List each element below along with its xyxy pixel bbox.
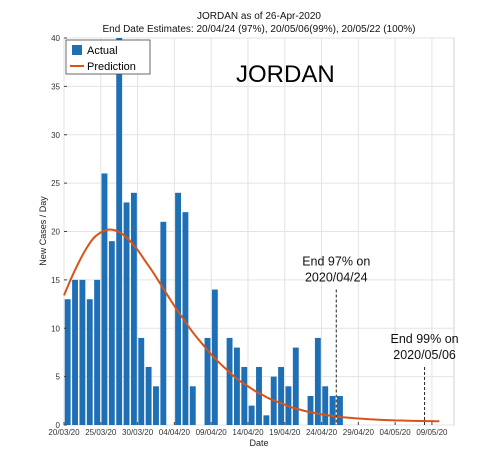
x-tick-label: 09/05/20 [416,428,448,437]
x-tick-label: 30/03/20 [122,428,154,437]
bar [145,366,152,425]
y-tick-label: 35 [51,82,60,91]
bar [108,241,115,425]
bar [307,395,314,425]
bar [204,337,211,425]
legend-actual-label: Actual [87,45,118,57]
prediction-line [63,228,440,423]
bar [256,366,262,425]
bar [130,192,137,425]
y-tick-label: 0 [56,421,61,430]
annotation-text: End 97% on [302,255,370,269]
bar [182,212,189,425]
x-axis-label: Date [249,438,268,448]
x-tick-label: 24/04/20 [306,428,338,437]
x-tick-label: 04/05/20 [380,428,412,437]
bar [175,192,181,425]
country-label: JORDAN [236,61,335,88]
bar [233,347,240,425]
y-tick-label: 20 [51,228,60,237]
y-tick-label: 15 [51,276,60,285]
x-tick-label: 19/04/20 [269,428,301,437]
bar [314,337,321,425]
bar [153,386,159,425]
y-tick-label: 40 [51,34,60,43]
bar [248,405,255,425]
bar [101,173,108,425]
bar [189,386,196,425]
bar [138,337,145,425]
y-tick-label: 30 [51,131,60,140]
y-axis-label: New Cases / Day [38,196,48,266]
x-tick-label: 14/04/20 [232,428,264,437]
annotation-text: End 99% on [391,332,459,346]
x-tick-label: 20/03/20 [48,428,80,437]
bar [160,221,167,425]
bar [86,299,93,425]
x-axis-ticks: 20/03/20 25/03/20 30/03/20 04/04/20 09/04/20… [48,422,448,437]
x-tick-label: 09/04/20 [196,428,228,437]
bar [278,366,285,425]
bar [292,347,299,425]
x-tick-label: 29/04/20 [343,428,375,437]
bar [94,279,101,425]
bar [79,279,86,425]
x-tick-label: 04/04/20 [159,428,191,437]
annotation-text: 2020/05/06 [393,348,456,362]
bar [241,366,248,425]
y-axis-ticks: 0 5 10 15 20 25 30 35 40 [51,34,67,430]
chart-subtitle: End Date Estimates: 20/04/24 (97%), 20/0… [103,24,416,35]
bar [64,299,71,425]
legend: Actual Prediction [65,39,151,75]
bar [337,395,343,425]
y-tick-label: 25 [51,179,60,188]
bar [72,279,78,425]
annotations: End 97% on 2020/04/24 End 99% on 2020/05/06 [302,255,459,425]
annotation-text: 2020/04/24 [305,271,368,285]
bar [123,202,130,425]
bar [263,415,270,425]
y-tick-label: 10 [51,324,60,333]
bar [226,337,233,425]
y-tick-label: 5 [56,373,61,382]
chart-title: JORDAN as of 26-Apr-2020 [197,11,321,22]
bar [322,386,329,425]
bar [329,395,336,425]
legend-prediction-label: Prediction [87,61,136,73]
x-tick-label: 25/03/20 [85,428,117,437]
legend-actual-swatch [72,45,82,55]
